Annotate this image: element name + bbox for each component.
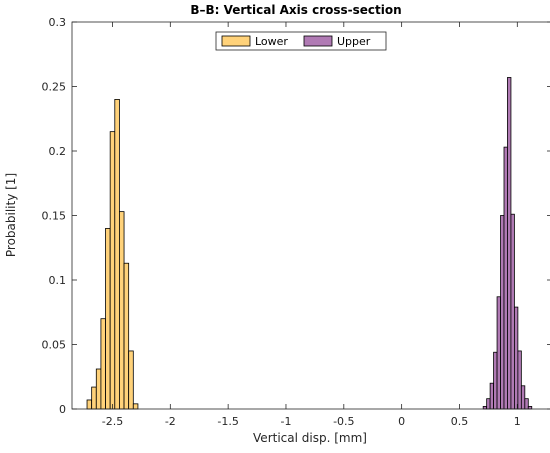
y-tick-label-5: 0.25	[42, 81, 67, 94]
bar-lower-0	[86, 399, 93, 410]
y-tick-label-0: 0	[59, 403, 66, 416]
x-tick-label-0: -2.5	[102, 415, 123, 428]
x-tick-label-4: -0.5	[333, 415, 354, 428]
bar-upper-5	[500, 215, 505, 410]
x-tick-label-2: -1.5	[217, 415, 238, 428]
bar-upper-6	[503, 146, 508, 410]
bar-lower-8	[123, 262, 130, 410]
bar-upper-2	[489, 382, 494, 410]
x-tick-label-6: 0.5	[451, 415, 469, 428]
x-tick-label-1: -2	[165, 415, 176, 428]
y-tick-label-6: 0.3	[49, 16, 67, 29]
bars-layer	[86, 77, 533, 410]
y-axis-label: Probability [1]	[4, 173, 18, 257]
bar-upper-3	[493, 351, 498, 410]
bar-lower-3	[100, 318, 106, 410]
bar-lower-2	[95, 368, 102, 410]
bar-lower-7	[119, 211, 125, 410]
bar-lower-5	[109, 131, 116, 410]
bar-upper-9	[514, 306, 519, 410]
ticks-layer: -2.5 -2 -1.5 -1 -0.5 0 0.5 1 0 0.05 0.1 0.15 0.2 0.25…	[42, 16, 550, 428]
bar-upper-11	[520, 385, 526, 410]
bar-lower-4	[105, 227, 111, 410]
chart-title: B–B: Vertical Axis cross-section	[190, 3, 401, 17]
legend-swatch-lower	[221, 35, 251, 47]
bar-upper-1	[486, 398, 491, 410]
bar-upper-12	[524, 398, 529, 410]
y-tick-label-1: 0.05	[42, 339, 67, 352]
x-tick-label-3: -1	[280, 415, 291, 428]
bar-lower-6	[114, 99, 120, 410]
bar-upper-4	[496, 296, 501, 410]
bar-lower-10	[132, 403, 139, 410]
bar-upper-7	[507, 77, 512, 410]
bar-lower-1	[91, 386, 97, 410]
bar-lower-9	[128, 350, 134, 410]
legend-box	[215, 31, 387, 51]
y-tick-label-3: 0.15	[42, 210, 67, 223]
legend-label-upper: Upper	[337, 35, 371, 48]
x-axis-label: Vertical disp. [mm]	[253, 431, 367, 445]
plot-background	[72, 22, 550, 409]
y-tick-label-2: 0.1	[49, 274, 67, 287]
plot-area: -2.5 -2 -1.5 -1 -0.5 0 0.5 1 0 0.05 0.1 0.15 0.2 0.25…	[42, 16, 550, 428]
x-tick-label-5: 0	[398, 415, 405, 428]
legend-label-lower: Lower	[255, 35, 288, 48]
x-tick-label-7: 1	[514, 415, 521, 428]
bar-upper-8	[510, 213, 515, 410]
y-tick-label-4: 0.2	[49, 145, 67, 158]
bar-upper-10	[517, 350, 522, 410]
legend-swatch-upper	[303, 35, 333, 47]
legend: Lower Upper	[215, 31, 387, 51]
